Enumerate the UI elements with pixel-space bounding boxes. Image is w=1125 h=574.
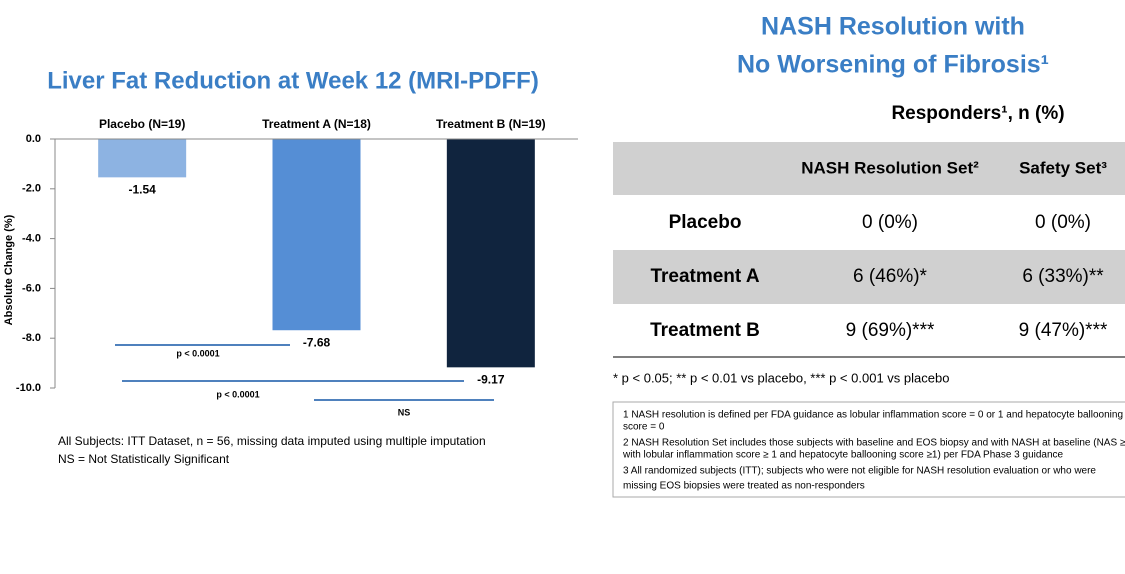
row-header: Treatment A [650,266,759,287]
y-tick-label: -4.0 [22,233,41,245]
bar [98,139,187,178]
y-tick-label: -10.0 [16,382,41,394]
value-label: -1.54 [128,183,156,197]
bar-chart: 0.0 -2.0 -4.0 -6.0 -8.0 -10.0 Placebo (N=19) -1… [16,117,578,417]
note-line: 1 NASH resolution is defined per FDA gui… [623,410,1123,421]
x-tick-label: Treatment B (N=19) [436,117,546,131]
y-axis-label: Absolute Change (%) [3,214,15,325]
chart-title: Liver Fat Reduction at Week 12 (MRI-PDFF… [47,67,539,94]
footnote: All Subjects: ITT Dataset, n = 56, missi… [58,434,486,448]
table-cell: 0 (0%) [1035,212,1091,233]
bar [272,139,361,331]
bar [446,139,535,368]
x-tick-label: Treatment A (N=18) [262,117,371,131]
comparison-label: NS [398,407,411,417]
value-label: -9.17 [477,373,505,387]
notes-box [612,401,1125,498]
note-line: score = 0 [623,422,665,433]
table: NASH Resolution Set² Safety Set³ Placebo 0 … [622,158,1125,491]
header-row [613,142,1125,195]
y-tick-label: 0.0 [26,133,41,145]
note-line: with lobular inflammation score ≥ 1 and … [622,450,1064,461]
table-footnote: * p < 0.05; ** p < 0.01 vs placebo, *** … [613,370,949,385]
column-header: NASH Resolution Set² [801,158,979,177]
note-line: 3 All randomized subjects (ITT); subject… [623,466,1096,477]
row-header: Treatment B [650,320,760,341]
row-header: Placebo [669,212,742,233]
table-cell: 9 (69%)*** [846,320,935,341]
y-tick-label: -8.0 [22,332,41,344]
y-tick-label: -6.0 [22,282,41,294]
table-title: NASH Resolution with [761,13,1025,41]
table-cell: 0 (0%) [862,212,918,233]
row-band [613,250,1125,304]
footnote: NS = Not Statistically Significant [58,452,230,466]
note-line: missing EOS biopsies were treated as non… [623,481,865,492]
table-cell: 6 (33%)** [1022,266,1104,287]
value-label: -7.68 [303,335,331,349]
table-cell: 6 (46%)* [853,266,928,287]
comparison-label: p < 0.0001 [176,348,219,358]
y-tick-label: -2.0 [22,183,41,195]
table-cell: 9 (47%)*** [1019,320,1108,341]
x-tick-label: Placebo (N=19) [99,117,185,131]
comparison-label: p < 0.0001 [216,389,259,399]
table-title: No Worsening of Fibrosis¹ [737,51,1049,79]
table-caption: Responders¹, n (%) [891,103,1064,124]
note-line: 2 NASH Resolution Set includes those sub… [623,438,1125,449]
column-header: Safety Set³ [1019,158,1107,177]
